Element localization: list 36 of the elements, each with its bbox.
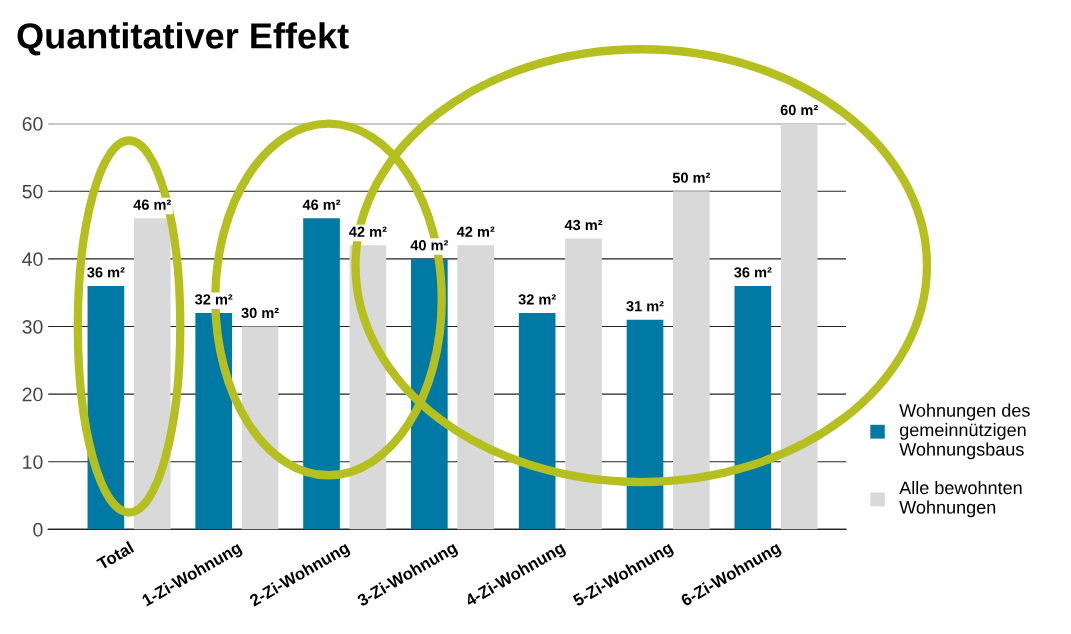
- data-label: 30 m²: [241, 307, 279, 319]
- bar: [626, 319, 664, 530]
- data-label: 31 m²: [626, 300, 664, 312]
- chart-title: Quantitativer Effekt: [17, 22, 349, 56]
- y-tick-label: 10: [23, 455, 43, 469]
- data-label: 40 m²: [410, 240, 449, 251]
- x-tick-label: Total: [95, 541, 135, 571]
- y-tick-label: 50: [22, 184, 43, 199]
- bar: [780, 123, 818, 530]
- y-tick-label: 60: [22, 117, 43, 131]
- data-label: 42 m²: [349, 226, 387, 237]
- data-label: 43 m²: [564, 219, 603, 231]
- bar: [241, 326, 279, 530]
- y-tick-label: 0: [33, 522, 43, 537]
- data-label: 46 m²: [133, 199, 171, 210]
- data-label: 32 m²: [518, 294, 556, 305]
- data-label: 36 m²: [87, 267, 125, 278]
- legend-label: Alle bewohnten Wohnungen: [899, 480, 1022, 518]
- bar: [734, 285, 772, 530]
- legend-label: Wohnungen des gemeinnützigen Wohnungsbaus: [899, 403, 1030, 460]
- bar: [195, 312, 233, 530]
- y-tick-label: 20: [22, 387, 43, 402]
- data-label: 50 m²: [672, 172, 711, 183]
- bar: [457, 245, 495, 530]
- bar: [565, 238, 602, 530]
- y-tick-label: 30: [22, 319, 43, 334]
- bar: [87, 285, 125, 530]
- data-label: 46 m²: [302, 199, 341, 210]
- data-label: 32 m²: [194, 294, 233, 305]
- bar: [518, 312, 556, 530]
- data-label: 60 m²: [780, 104, 818, 116]
- data-label: 42 m²: [456, 226, 495, 237]
- data-label: 36 m²: [734, 267, 772, 278]
- y-tick-label: 40: [22, 252, 43, 267]
- bar: [303, 218, 340, 530]
- bar: [673, 191, 710, 530]
